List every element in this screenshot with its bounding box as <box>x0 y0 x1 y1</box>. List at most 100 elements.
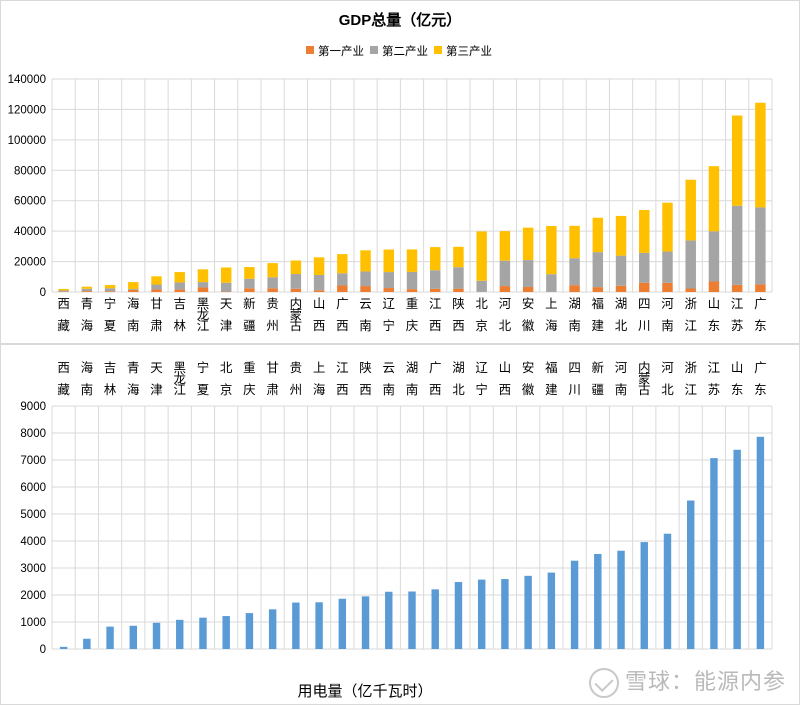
chart2-x-tick-label: 上海 <box>313 361 326 397</box>
chart2-bar-value <box>594 553 602 649</box>
chart1-bar-series0 <box>174 289 185 292</box>
chart1-bar-series1 <box>244 278 255 289</box>
chart1-x-tick-label: 新疆 <box>243 296 256 333</box>
chart1-bar-series2 <box>522 227 534 261</box>
chart1-bar-series2 <box>81 286 93 289</box>
chart1-bar-series1 <box>290 274 302 289</box>
chart2-x-tick-label: 江西 <box>336 361 349 397</box>
chart1-y-tick-label: 0 <box>40 287 46 299</box>
chart1-legend-label-1: 第二产业 <box>382 44 428 58</box>
chart2-x-tick-label: 陕西 <box>359 360 372 397</box>
chart1-bar-series1 <box>104 288 116 292</box>
chart2-x-tick-label: 广东 <box>754 361 767 397</box>
chart1-x-tick-label: 青海 <box>81 297 94 333</box>
chart2-bar-value <box>222 616 230 649</box>
chart2-bar-value <box>129 625 138 649</box>
chart1-x-tick-label: 湖南 <box>568 296 581 333</box>
chart2-bar-value <box>245 613 254 649</box>
chart2-x-tick-label: 内蒙古 <box>638 361 651 397</box>
chart1-x-tick-label: 吉林 <box>173 297 186 333</box>
chart2-bar-value <box>617 550 625 649</box>
chart2-y-tick-label: 2000 <box>20 590 46 602</box>
watermark-text: 雪球：能源内参 <box>624 669 786 694</box>
chart1-bar-series1 <box>406 271 418 290</box>
snowball-logo-icon <box>588 668 619 699</box>
chart2-x-tick-label: 北京 <box>220 361 233 397</box>
chart2-bar-value <box>152 622 161 649</box>
chart2-x-tick-label: 湖北 <box>452 360 465 397</box>
chart1-bar-series0 <box>128 289 139 292</box>
chart2-y-tick-label: 1000 <box>20 617 46 629</box>
chart1-bar-series0 <box>104 291 116 292</box>
chart1-bar-series0 <box>662 282 673 292</box>
chart1-x-tick-label: 河南 <box>661 297 674 333</box>
chart1-x-tick-label: 广东 <box>754 297 767 333</box>
chart1-legend-label-2: 第三产业 <box>446 44 492 58</box>
chart1-bar-series2 <box>244 267 255 279</box>
chart1-bar-series0 <box>522 286 534 292</box>
chart2-y-tick-label: 8000 <box>20 428 46 440</box>
chart1-x-tick-label: 陕西 <box>452 296 465 333</box>
chart1-bar-series1 <box>267 277 278 289</box>
chart1-bar-series1 <box>58 290 69 292</box>
chart2-x-tick-label: 新疆 <box>592 360 605 397</box>
chart1-bar-series1 <box>662 251 673 283</box>
chart2-x-tick-label: 贵州 <box>290 361 303 397</box>
chart1-x-tick-label: 山东 <box>708 297 721 333</box>
chart2-x-tick-label: 重庆 <box>243 360 256 397</box>
chart2-y-tick-label: 7000 <box>20 455 46 467</box>
chart1-y-tick-label: 140000 <box>8 74 46 86</box>
chart2-x-tick-label: 河南 <box>615 361 628 397</box>
chart1-bar-series0 <box>383 288 394 292</box>
chart1-bar-series2 <box>406 249 418 272</box>
chart1-legend-label-0: 第一产业 <box>318 44 364 58</box>
chart1-bar-series2 <box>546 225 557 275</box>
chart1-bar-series2 <box>755 102 766 208</box>
chart1-bar-series1 <box>151 284 162 290</box>
chart1-bar-series2 <box>58 288 69 291</box>
chart1-legend-swatch-2 <box>434 46 442 54</box>
chart2-x-tick-label: 湖南 <box>406 360 419 397</box>
chart2-bar-value <box>59 646 68 649</box>
chart2-x-tick-label: 黑龙江 <box>173 361 186 397</box>
chart2-y-tick-label: 0 <box>40 644 46 656</box>
chart1-bar-series1 <box>220 282 232 292</box>
chart1-x-tick-label: 海南 <box>127 296 140 333</box>
chart1-bar-series1 <box>81 288 93 292</box>
chart1-bar-series2 <box>104 285 116 289</box>
chart1-bar-series0 <box>151 289 162 292</box>
chart2-x-tick-label: 天津 <box>150 361 163 397</box>
chart1-x-tick-label: 甘肃 <box>150 297 163 333</box>
chart1-x-tick-label: 内蒙古 <box>290 297 303 333</box>
chart2-x-tick-label: 辽宁 <box>475 361 488 397</box>
chart1-bar-series1 <box>615 255 627 286</box>
chart2-x-tick-label: 吉林 <box>104 361 117 397</box>
chart2-bar-value <box>385 591 393 649</box>
chart1-x-tick-label: 宁夏 <box>104 296 117 333</box>
chart1-bar-series2 <box>453 246 464 268</box>
chart2-bar-value <box>431 589 439 649</box>
chart1-x-tick-label: 广西 <box>336 297 349 333</box>
chart2-bar-value <box>501 579 509 649</box>
chart1-legend-swatch-1 <box>370 46 378 54</box>
chart1-x-tick-label: 福建 <box>592 296 605 333</box>
chart1-x-tick-label: 四川 <box>638 297 651 333</box>
chart2-bar-value <box>83 638 91 649</box>
chart1-bar-series1 <box>476 280 487 292</box>
chart1-bar-series2 <box>476 231 487 281</box>
chart2-bar-value <box>686 500 695 649</box>
chart1-bar-series2 <box>685 179 696 241</box>
chart2-bar-value <box>199 617 207 649</box>
chart2-x-tick-label: 西藏 <box>57 361 70 397</box>
chart1-y-tick-label: 20000 <box>14 257 46 269</box>
chart1-title: GDP总量（亿元） <box>339 11 462 29</box>
chart2-x-tick-label: 云南 <box>383 361 396 397</box>
chart1-bar-series0 <box>430 288 441 292</box>
chart2-bar-value <box>454 582 463 649</box>
chart1-x-tick-label: 北京 <box>475 297 488 333</box>
chart2-bar-value <box>756 436 765 649</box>
chart1-bar-series0 <box>360 286 371 292</box>
chart1-bar-series1 <box>453 267 464 289</box>
chart2-bar-value <box>176 619 184 649</box>
